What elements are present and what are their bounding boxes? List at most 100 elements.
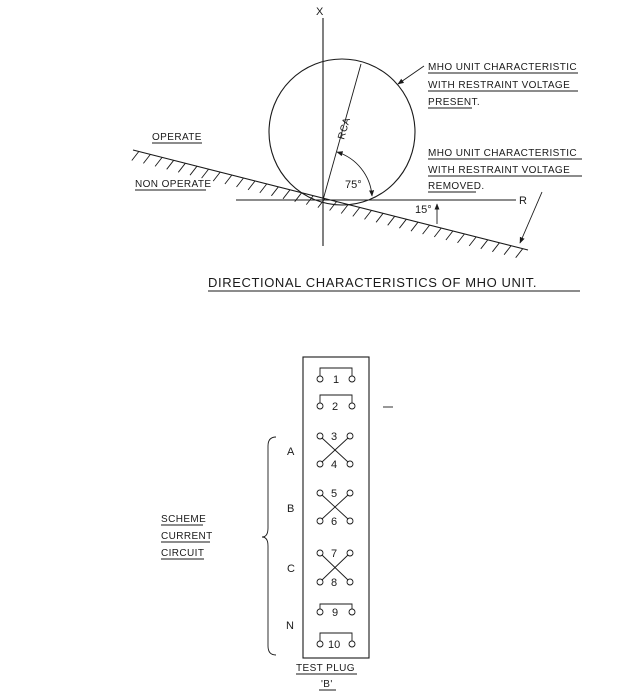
rca-label: RCA — [336, 116, 353, 140]
hatch-mark — [364, 210, 372, 220]
mho-circle — [268, 58, 416, 206]
hatch-mark — [224, 174, 233, 185]
terminal-9-link — [319, 603, 353, 609]
terminal-7-label: 7 — [331, 548, 337, 560]
test-plug-caption: TEST PLUG — [296, 663, 355, 674]
hatch-mark — [410, 221, 419, 232]
annotation-present-leader — [397, 65, 425, 85]
terminal-7-right-contact — [346, 549, 354, 557]
hatch-mark — [143, 154, 151, 164]
terminal-9-right-contact — [348, 608, 356, 616]
terminal-5-label: 5 — [331, 488, 337, 500]
mho-characteristic-diagram: X R RCA 75° 15° OPERATE NON OPERATE MHO … — [131, 6, 582, 292]
hatch-mark — [177, 163, 186, 173]
directional-line — [132, 149, 529, 251]
hatch-mark — [445, 230, 454, 241]
r-axis-label: R — [519, 195, 527, 207]
hatch-mark — [340, 204, 349, 214]
terminal-4-label: 4 — [331, 459, 337, 471]
hatch-mark — [480, 239, 489, 250]
hatch-mark — [154, 157, 163, 167]
hatch-mark — [189, 165, 198, 176]
terminal-4-right-contact — [346, 460, 354, 468]
scheme-label-line-3: CIRCUIT — [161, 548, 204, 559]
phase-label-c: C — [287, 563, 295, 575]
terminal-2-right-contact — [348, 402, 356, 410]
annotation-removed-leader — [519, 191, 543, 244]
terminal-7-left-contact — [316, 549, 324, 557]
terminal-10-right-contact — [348, 640, 356, 648]
terminal-8-label: 8 — [331, 577, 337, 589]
directional-line-hatching — [131, 151, 524, 258]
annotation-removed: MHO UNIT CHARACTERISTIC WITH RESTRAINT V… — [428, 148, 582, 244]
hatch-mark — [492, 242, 500, 253]
terminal-1-link — [319, 367, 353, 376]
terminal-2-left-contact — [316, 402, 324, 410]
terminal-3-right-contact — [346, 432, 354, 440]
rca-line — [322, 63, 362, 201]
terminal-9-label: 9 — [332, 607, 338, 619]
crossover-7-8-b — [321, 554, 349, 581]
annotation-present-line-3: PRESENT. — [428, 97, 480, 108]
terminal-5-right-contact — [346, 489, 354, 497]
operate-label: OPERATE — [152, 132, 202, 143]
hatch-mark — [271, 186, 279, 197]
hatch-mark — [457, 233, 465, 244]
terminal-6-label: 6 — [331, 516, 337, 528]
terminal-6-left-contact — [316, 517, 324, 525]
annotation-present: MHO UNIT CHARACTERISTIC WITH RESTRAINT V… — [397, 62, 578, 109]
crossover-5-6-b — [321, 494, 349, 520]
terminal-1-label: 1 — [333, 374, 339, 386]
terminal-8-left-contact — [316, 578, 324, 586]
hatch-mark — [212, 171, 221, 182]
angle-15-label: 15° — [415, 204, 432, 216]
terminal-10-link — [319, 632, 353, 641]
scheme-label-line-2: CURRENT — [161, 531, 213, 542]
hatch-mark — [247, 180, 256, 191]
hatch-mark — [131, 151, 140, 161]
hatch-mark — [515, 248, 524, 258]
terminal-4-left-contact — [316, 460, 324, 468]
hatch-mark — [399, 218, 407, 229]
test-plug-body — [302, 356, 370, 659]
x-axis-label: X — [316, 6, 324, 18]
hatch-mark — [503, 245, 512, 255]
terminal-1-right-contact — [348, 375, 356, 383]
crossover-3-4-b — [321, 437, 349, 463]
hatch-mark — [329, 201, 337, 211]
terminal-1-left-contact — [316, 375, 324, 383]
hatch-mark — [422, 224, 430, 235]
hatch-mark — [259, 183, 268, 194]
terminal-8-right-contact — [346, 578, 354, 586]
terminal-9-left-contact — [316, 608, 324, 616]
hatch-mark — [236, 177, 244, 188]
terminal-pair-10: 10 — [316, 632, 356, 651]
hatch-mark — [468, 236, 477, 247]
terminal-pair-3-4: 3 4 — [316, 431, 354, 471]
hatch-mark — [166, 160, 175, 170]
hatch-mark — [201, 168, 209, 179]
non-operate-label: NON OPERATE — [135, 179, 211, 190]
terminal-10-left-contact — [316, 640, 324, 648]
annotation-present-line-1: MHO UNIT CHARACTERISTIC — [428, 62, 577, 73]
terminal-pair-2: 2 — [316, 394, 356, 413]
terminal-pair-7-8: 7 8 — [316, 548, 354, 589]
annotation-removed-line-1: MHO UNIT CHARACTERISTIC — [428, 148, 577, 159]
hatch-mark — [282, 189, 291, 200]
terminal-pair-9: 9 — [316, 603, 356, 619]
angle-75-label: 75° — [345, 179, 362, 191]
phase-label-a: A — [287, 446, 295, 458]
hatch-mark — [375, 213, 384, 223]
annotation-removed-line-3: REMOVED. — [428, 181, 485, 192]
diagram-title: DIRECTIONAL CHARACTERISTICS OF MHO UNIT. — [208, 275, 537, 290]
hatch-mark — [352, 207, 361, 217]
phase-label-n: N — [286, 620, 294, 632]
scheme-label-line-1: SCHEME — [161, 514, 206, 525]
angle-75-arc — [336, 151, 375, 197]
phase-label-b: B — [287, 503, 294, 515]
hatch-mark — [317, 198, 326, 208]
terminal-2-label: 2 — [332, 401, 338, 413]
annotation-present-line-2: WITH RESTRAINT VOLTAGE — [428, 80, 570, 91]
terminal-6-right-contact — [346, 517, 354, 525]
